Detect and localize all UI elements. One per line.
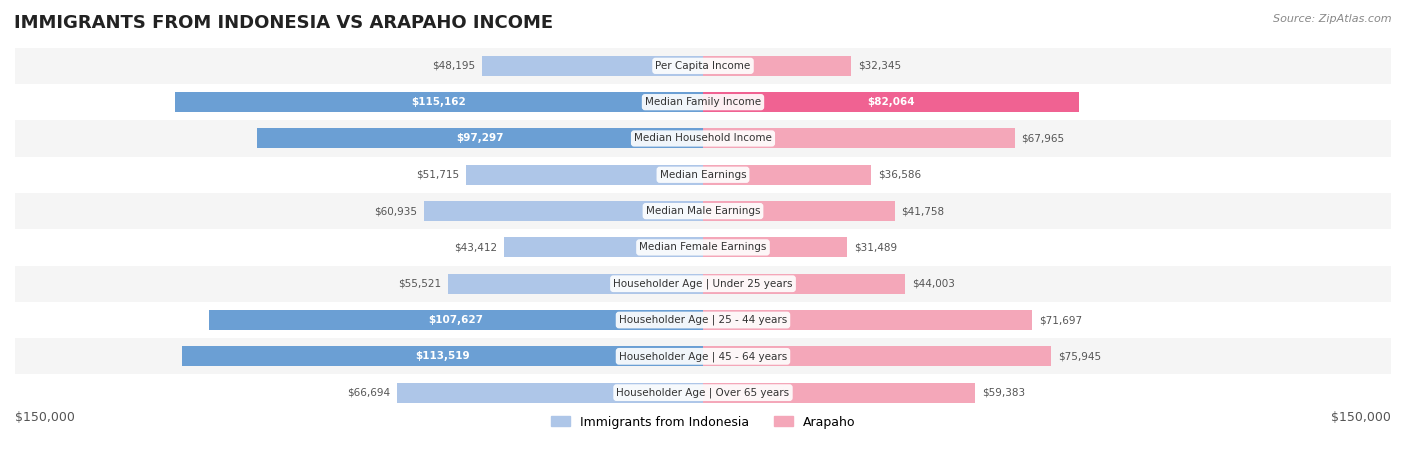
Text: $55,521: $55,521: [398, 279, 441, 289]
Text: $75,945: $75,945: [1059, 351, 1101, 361]
Text: Householder Age | Under 25 years: Householder Age | Under 25 years: [613, 278, 793, 289]
Bar: [15, 229, 1391, 266]
Bar: [15, 338, 1391, 375]
Bar: [396, 382, 703, 403]
Text: $43,412: $43,412: [454, 242, 496, 252]
Text: $150,000: $150,000: [1331, 411, 1391, 424]
Bar: [503, 237, 703, 257]
Text: $113,519: $113,519: [415, 351, 470, 361]
Text: $59,383: $59,383: [983, 388, 1025, 397]
Text: $97,297: $97,297: [456, 134, 503, 143]
Bar: [15, 156, 1391, 193]
Bar: [15, 266, 1391, 302]
Text: $31,489: $31,489: [855, 242, 897, 252]
Bar: [703, 382, 976, 403]
Bar: [257, 128, 703, 149]
Text: Householder Age | 25 - 44 years: Householder Age | 25 - 44 years: [619, 315, 787, 325]
Bar: [703, 128, 1015, 149]
Text: $66,694: $66,694: [347, 388, 391, 397]
Bar: [423, 201, 703, 221]
Bar: [15, 120, 1391, 156]
Bar: [209, 310, 703, 330]
Text: Householder Age | 45 - 64 years: Householder Age | 45 - 64 years: [619, 351, 787, 361]
Legend: Immigrants from Indonesia, Arapaho: Immigrants from Indonesia, Arapaho: [546, 410, 860, 433]
Text: $82,064: $82,064: [868, 97, 915, 107]
Bar: [703, 347, 1052, 366]
Text: Median Male Earnings: Median Male Earnings: [645, 206, 761, 216]
Bar: [15, 302, 1391, 338]
Bar: [703, 274, 905, 294]
Bar: [15, 84, 1391, 120]
Text: Householder Age | Over 65 years: Householder Age | Over 65 years: [616, 388, 790, 398]
Bar: [174, 92, 703, 112]
Text: $32,345: $32,345: [858, 61, 901, 71]
Text: $44,003: $44,003: [911, 279, 955, 289]
Bar: [703, 56, 852, 76]
Text: $60,935: $60,935: [374, 206, 416, 216]
Bar: [15, 193, 1391, 229]
Bar: [465, 165, 703, 185]
Bar: [15, 375, 1391, 411]
Bar: [703, 201, 894, 221]
Bar: [15, 48, 1391, 84]
Text: $107,627: $107,627: [429, 315, 484, 325]
Text: $67,965: $67,965: [1022, 134, 1064, 143]
Text: Per Capita Income: Per Capita Income: [655, 61, 751, 71]
Text: $51,715: $51,715: [416, 170, 458, 180]
Text: $115,162: $115,162: [412, 97, 467, 107]
Text: $71,697: $71,697: [1039, 315, 1081, 325]
Bar: [703, 165, 870, 185]
Bar: [482, 56, 703, 76]
Text: $41,758: $41,758: [901, 206, 945, 216]
Text: $150,000: $150,000: [15, 411, 75, 424]
Text: Source: ZipAtlas.com: Source: ZipAtlas.com: [1274, 14, 1392, 24]
Bar: [183, 347, 703, 366]
Text: IMMIGRANTS FROM INDONESIA VS ARAPAHO INCOME: IMMIGRANTS FROM INDONESIA VS ARAPAHO INC…: [14, 14, 553, 32]
Text: Median Earnings: Median Earnings: [659, 170, 747, 180]
Text: $36,586: $36,586: [877, 170, 921, 180]
Bar: [449, 274, 703, 294]
Bar: [703, 310, 1032, 330]
Bar: [703, 237, 848, 257]
Text: Median Female Earnings: Median Female Earnings: [640, 242, 766, 252]
Text: Median Family Income: Median Family Income: [645, 97, 761, 107]
Text: $48,195: $48,195: [432, 61, 475, 71]
Text: Median Household Income: Median Household Income: [634, 134, 772, 143]
Bar: [703, 92, 1080, 112]
